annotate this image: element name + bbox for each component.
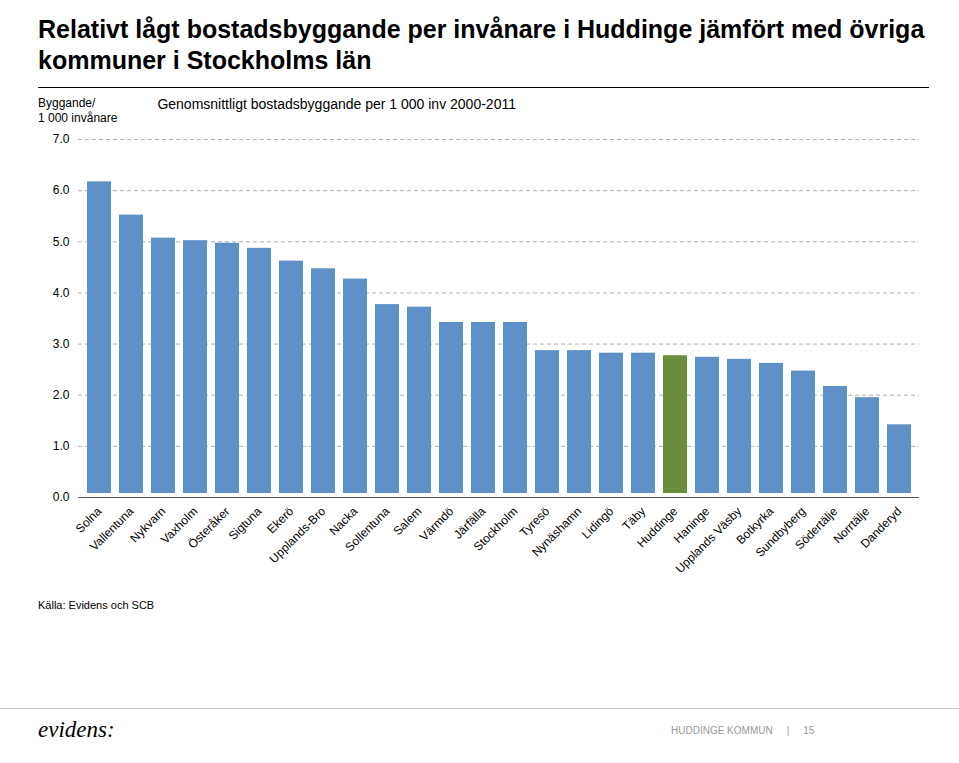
svg-text:Botkyrka: Botkyrka xyxy=(733,504,777,547)
svg-text:Sundbyberg: Sundbyberg xyxy=(752,504,809,560)
svg-text:Vaxholm: Vaxholm xyxy=(158,504,201,547)
svg-text:Upplands-Bro: Upplands-Bro xyxy=(267,504,329,566)
svg-text:Salem: Salem xyxy=(390,504,425,538)
svg-text:2.0: 2.0 xyxy=(53,388,70,402)
svg-text:3.0: 3.0 xyxy=(53,337,70,351)
svg-text:5.0: 5.0 xyxy=(53,234,70,248)
html-text:Källa: Evidens och SCB: Källa: Evidens och SCB xyxy=(38,598,155,611)
svg-text:Danderyd: Danderyd xyxy=(858,504,905,551)
svg-text:Sollentuna: Sollentuna xyxy=(342,504,392,554)
svg-text:Stockholm: Stockholm xyxy=(471,504,521,554)
svg-text:Nykvarn: Nykvarn xyxy=(127,504,169,545)
svg-text:Huddinge: Huddinge xyxy=(634,504,680,550)
svg-text:Lidingö: Lidingö xyxy=(579,504,616,541)
svg-text:Vallentuna: Vallentuna xyxy=(87,504,137,554)
html-text:Genomsnittligt bostadsbyggande: Genomsnittligt bostadsbyggande per 1 000… xyxy=(157,95,516,112)
svg-text:6.0: 6.0 xyxy=(53,183,70,197)
svg-text:Tyresö: Tyresö xyxy=(517,504,553,540)
svg-text:Solna: Solna xyxy=(72,504,105,536)
svg-text:Järfälla: Järfälla xyxy=(451,504,489,542)
html-text:HUDDINGE KOMMUN: HUDDINGE KOMMUN xyxy=(671,725,773,736)
svg-text:1.0: 1.0 xyxy=(53,439,70,453)
svg-text:7.0: 7.0 xyxy=(53,132,70,146)
html-text:Relativt lågt bostadsbyggande: Relativt lågt bostadsbyggande per invåna… xyxy=(38,15,925,75)
svg-text:Ekerö: Ekerö xyxy=(264,504,297,536)
svg-text:Täby: Täby xyxy=(620,504,649,533)
svg-text:4.0: 4.0 xyxy=(53,285,70,299)
svg-text:Norrtälje: Norrtälje xyxy=(830,504,873,546)
html-text:Byggande/ 1 000 invånare: Byggande/ 1 000 invånare xyxy=(38,95,118,126)
svg-text:Sigtuna: Sigtuna xyxy=(226,504,265,543)
svg-text:Värmdö: Värmdö xyxy=(417,504,457,544)
svg-text:Upplands Väsby: Upplands Väsby xyxy=(673,504,745,576)
svg-text:0.0: 0.0 xyxy=(53,490,70,504)
svg-text:Södertälje: Södertälje xyxy=(792,504,840,552)
svg-text:Nynäshamn: Nynäshamn xyxy=(529,504,584,559)
svg-text:Österåker: Österåker xyxy=(185,504,232,551)
html-text:15: 15 xyxy=(803,725,815,736)
svg-text:Nacka: Nacka xyxy=(326,504,361,538)
html-text:evidens:: evidens: xyxy=(38,717,115,742)
svg-text:Haninge: Haninge xyxy=(670,504,713,546)
